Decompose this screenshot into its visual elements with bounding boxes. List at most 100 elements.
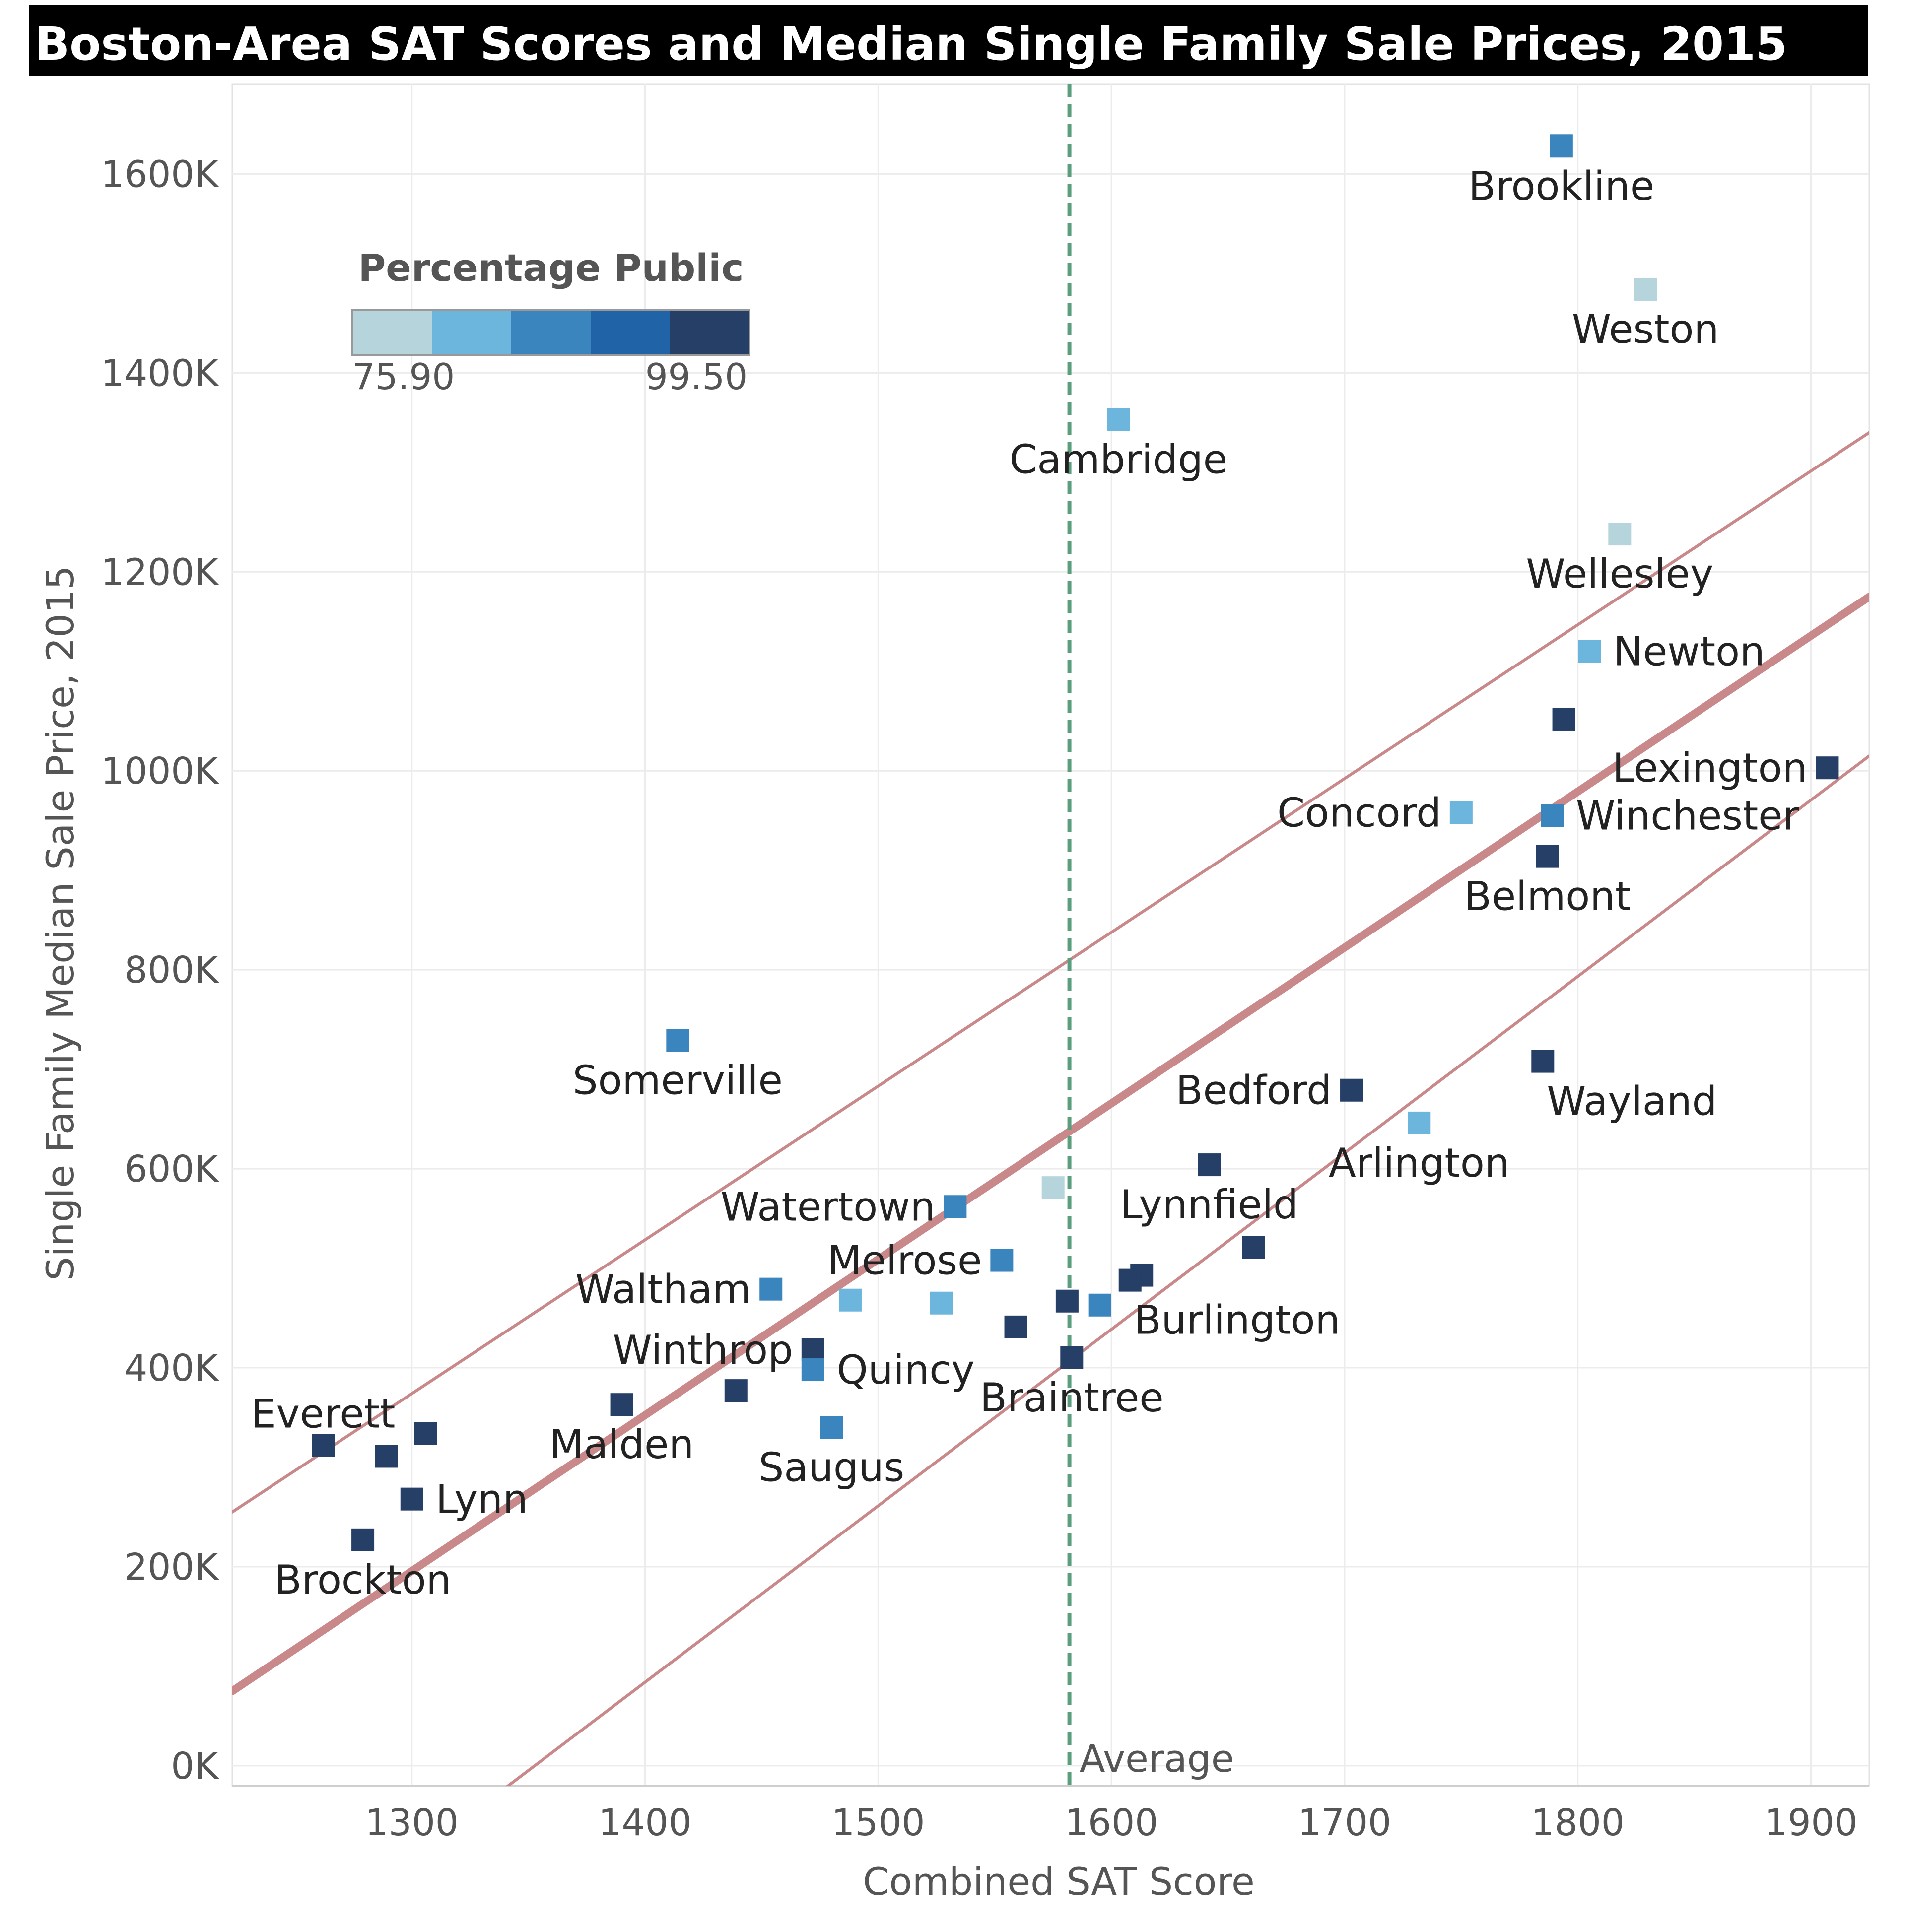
- point-unlabeled: [1004, 1315, 1027, 1338]
- point-saugus: [820, 1416, 843, 1439]
- point-label-belmont: Belmont: [1464, 873, 1631, 920]
- y-tick-label: 0K: [171, 1745, 219, 1788]
- point-waltham: [759, 1277, 783, 1301]
- point-belmont: [1536, 845, 1559, 868]
- grid-lines: [232, 84, 1869, 1786]
- point-label-saugus: Saugus: [759, 1444, 905, 1490]
- point-unlabeled: [414, 1422, 437, 1445]
- point-label-winchester: Winchester: [1576, 793, 1799, 839]
- point-brookline: [1550, 134, 1573, 158]
- point-somerville: [666, 1029, 689, 1052]
- point-labels: Brookline Weston Cambridge Wellesley Newton L…: [251, 163, 1807, 1603]
- data-points: [312, 134, 1839, 1551]
- average-label: Average: [1080, 1736, 1234, 1781]
- legend-color-ramp: [352, 310, 750, 355]
- point-watertown: [944, 1195, 967, 1218]
- x-tick-label: 1900: [1764, 1801, 1857, 1844]
- x-tick-label: 1600: [1065, 1801, 1158, 1844]
- trend-line-center: [232, 593, 1869, 1695]
- point-wellesley: [1608, 523, 1632, 546]
- title-bar: [29, 5, 1868, 76]
- point-label-lynn: Lynn: [436, 1476, 528, 1523]
- point-label-newton: Newton: [1613, 629, 1765, 675]
- y-tick-label: 400K: [124, 1347, 219, 1390]
- point-lexington: [1816, 756, 1839, 780]
- point-label-bedford: Bedford: [1176, 1067, 1332, 1114]
- legend-swatch: [352, 310, 432, 355]
- x-tick-label: 1700: [1298, 1801, 1391, 1844]
- point-everett: [312, 1434, 335, 1457]
- point-label-lexington: Lexington: [1612, 745, 1807, 791]
- legend-swatch: [591, 310, 671, 355]
- point-label-watertown: Watertown: [720, 1184, 935, 1230]
- plot-area: [231, 83, 1870, 1787]
- x-axis-ticks: 1300 1400 1500 1600 1700 1800 1900: [365, 1801, 1858, 1844]
- y-axis-title: Single Family Median Sale Price, 2015: [38, 565, 82, 1280]
- legend-swatch: [511, 310, 591, 355]
- x-axis-title: Combined SAT Score: [863, 1860, 1254, 1904]
- point-label-waltham: Waltham: [575, 1266, 751, 1313]
- point-cambridge: [1107, 408, 1130, 431]
- point-melrose: [990, 1249, 1014, 1272]
- legend-label-clip: 75.90 99.50: [352, 356, 748, 398]
- point-malden: [610, 1393, 633, 1416]
- chart-title: Boston-Area SAT Scores and Median Single…: [35, 17, 1787, 70]
- y-tick-label: 200K: [124, 1546, 219, 1589]
- trend-band-lower: [506, 754, 1869, 1786]
- point-braintree: [1060, 1346, 1084, 1369]
- legend-swatch: [670, 310, 750, 355]
- point-unlabeled: [838, 1288, 862, 1312]
- point-label-malden: Malden: [549, 1421, 694, 1467]
- point-quincy: [801, 1358, 824, 1382]
- average-reference-line: Average: [1067, 84, 1234, 1786]
- point-newton: [1578, 640, 1601, 663]
- point-label-quincy: Quincy: [837, 1347, 975, 1393]
- point-label-weston: Weston: [1572, 306, 1719, 352]
- x-tick-label: 1500: [831, 1801, 925, 1844]
- legend-max-label: 99.50: [645, 356, 748, 398]
- point-winthrop: [801, 1338, 824, 1361]
- legend-swatch: [432, 310, 512, 355]
- point-label-wellesley: Wellesley: [1526, 551, 1713, 597]
- y-tick-label: 1000K: [101, 750, 219, 793]
- legend-ramp-border: [351, 309, 750, 356]
- point-lynnfield: [1198, 1153, 1221, 1177]
- point-label-somerville: Somerville: [573, 1057, 783, 1103]
- x-tick-label: 1400: [598, 1801, 691, 1844]
- point-unlabeled: [1552, 707, 1575, 731]
- point-label-melrose: Melrose: [827, 1238, 982, 1284]
- point-label-braintree: Braintree: [980, 1375, 1164, 1421]
- point-label-cambridge: Cambridge: [1009, 437, 1227, 483]
- point-label-concord: Concord: [1277, 790, 1441, 836]
- point-label-everett: Everett: [251, 1391, 395, 1437]
- trend-band-upper: [232, 431, 1869, 1514]
- point-label-lynnfield: Lynnfield: [1120, 1182, 1298, 1228]
- y-tick-label: 600K: [124, 1148, 219, 1191]
- point-label-arlington: Arlington: [1329, 1140, 1510, 1186]
- legend-title: Percentage Public: [358, 246, 744, 290]
- point-label-brookline: Brookline: [1469, 163, 1655, 209]
- point-concord: [1449, 801, 1473, 824]
- x-tick-label: 1800: [1531, 1801, 1625, 1844]
- point-wayland: [1531, 1050, 1555, 1073]
- point-label-brockton: Brockton: [274, 1557, 451, 1603]
- point-unlabeled: [1088, 1293, 1111, 1317]
- point-label-burlington: Burlington: [1134, 1297, 1340, 1343]
- y-tick-label: 1200K: [101, 551, 219, 594]
- point-brockton: [351, 1528, 375, 1551]
- point-unlabeled: [1041, 1176, 1065, 1199]
- point-label-winthrop: Winthrop: [613, 1327, 793, 1373]
- point-burlington: [1118, 1268, 1142, 1292]
- point-lynn: [400, 1487, 423, 1511]
- point-unlabeled: [724, 1379, 748, 1402]
- x-tick-label: 1300: [365, 1801, 459, 1844]
- point-unlabeled: [375, 1445, 398, 1468]
- point-unlabeled: [930, 1291, 953, 1315]
- point-unlabeled: [1055, 1289, 1079, 1313]
- point-arlington: [1408, 1111, 1431, 1134]
- point-winchester: [1541, 804, 1564, 827]
- legend: Percentage Public 75.90 99.50: [351, 246, 750, 398]
- y-tick-label: 1400K: [101, 352, 219, 395]
- point-unlabeled: [1242, 1236, 1265, 1259]
